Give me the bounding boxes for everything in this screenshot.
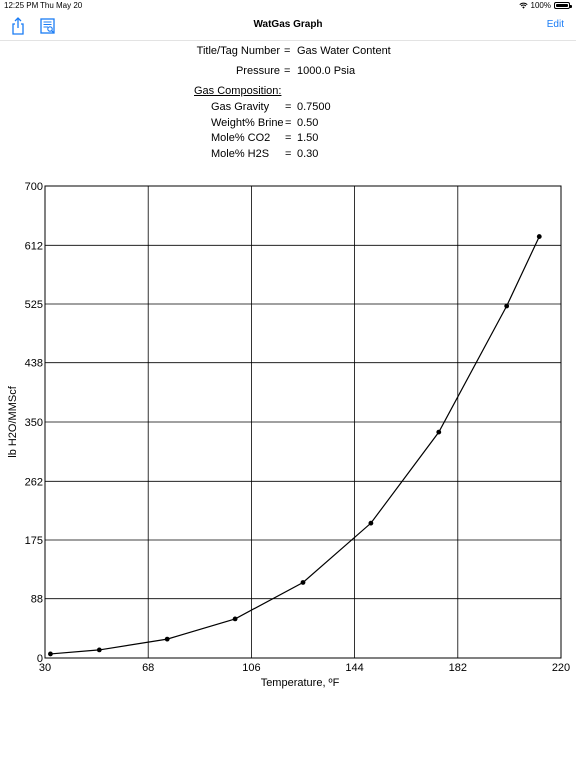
data-point	[232, 616, 238, 622]
y-tick-label: 0	[37, 653, 43, 665]
composition-row: Mole% CO2 = 1.50	[0, 132, 576, 146]
series-line	[50, 236, 540, 655]
data-point	[536, 234, 542, 239]
status-date: Thu May 20	[40, 1, 83, 10]
data-point	[504, 303, 510, 309]
pressure-value: 1000.0 Psia	[297, 65, 356, 77]
title-tag-value: Gas Water Content	[297, 45, 391, 57]
status-time: 12:25 PM	[4, 1, 39, 10]
plot-frame	[44, 185, 562, 659]
status-bar: 12:25 PM Thu May 20 100%	[0, 0, 576, 12]
x-tick-label: 144	[345, 662, 363, 674]
gas-composition-heading: Gas Composition:	[194, 85, 282, 97]
y-tick-label: 700	[25, 181, 43, 193]
data-point	[368, 520, 374, 526]
composition-value: 0.7500	[297, 101, 331, 113]
data-point	[436, 429, 442, 435]
x-tick-label: 182	[449, 662, 467, 674]
composition-value: 0.30	[297, 148, 319, 160]
page-title: WatGas Graph	[253, 19, 323, 30]
x-tick-label: 220	[552, 662, 570, 674]
report-icon	[40, 18, 55, 34]
y-tick-label: 262	[25, 476, 43, 488]
data-point	[164, 636, 170, 642]
title-tag-row: Title/Tag Number = Gas Water Content	[0, 45, 576, 59]
composition-row: Gas Gravity = 0.7500	[0, 101, 576, 115]
composition-label: Gas Gravity	[211, 101, 270, 113]
equals-sign: =	[284, 65, 291, 77]
edit-button[interactable]: Edit	[546, 19, 564, 30]
y-tick-label: 88	[31, 594, 43, 606]
x-axis-label: Temperature, ºF	[261, 677, 340, 689]
y-tick-label: 350	[25, 417, 43, 429]
equals-sign: =	[285, 148, 292, 160]
share-button[interactable]	[8, 16, 28, 36]
report-button[interactable]	[38, 16, 58, 36]
x-tick-label: 68	[142, 662, 154, 674]
pressure-row: Pressure = 1000.0 Psia	[0, 65, 576, 79]
y-tick-label: 438	[25, 358, 43, 370]
title-tag-label: Title/Tag Number	[196, 45, 280, 57]
data-point	[48, 651, 53, 657]
data-point	[96, 647, 102, 653]
equals-sign: =	[285, 132, 292, 144]
battery-percent: 100%	[530, 1, 551, 10]
composition-value: 0.50	[297, 117, 319, 129]
status-right: 100%	[518, 1, 572, 10]
composition-label: Mole% CO2	[211, 132, 271, 144]
pressure-label: Pressure	[235, 65, 280, 77]
y-tick-label: 175	[25, 535, 43, 547]
data-point	[300, 580, 306, 585]
y-tick-label: 612	[25, 240, 43, 252]
composition-label: Weight% Brine	[211, 117, 284, 129]
equals-sign: =	[284, 45, 291, 57]
x-tick-label: 30	[39, 662, 51, 674]
y-axis-label: lb H2O/MMScf	[7, 385, 19, 457]
composition-row: Weight% Brine = 0.50	[0, 117, 576, 131]
battery-icon	[554, 2, 572, 9]
navigation-bar: WatGas Graph Edit	[0, 12, 576, 41]
composition-value: 1.50	[297, 132, 319, 144]
share-icon	[12, 17, 24, 35]
composition-row: Mole% H2S = 0.30	[0, 148, 576, 162]
y-tick-label: 525	[25, 299, 43, 311]
equals-sign: =	[285, 101, 292, 113]
water-content-chart: 30 68 106 144 182 220 0 88 175 262 350 438 525 612 700…	[7, 181, 570, 689]
equals-sign: =	[285, 117, 292, 129]
x-tick-label: 106	[242, 662, 260, 674]
composition-label: Mole% H2S	[211, 148, 270, 160]
wifi-icon	[518, 2, 528, 9]
